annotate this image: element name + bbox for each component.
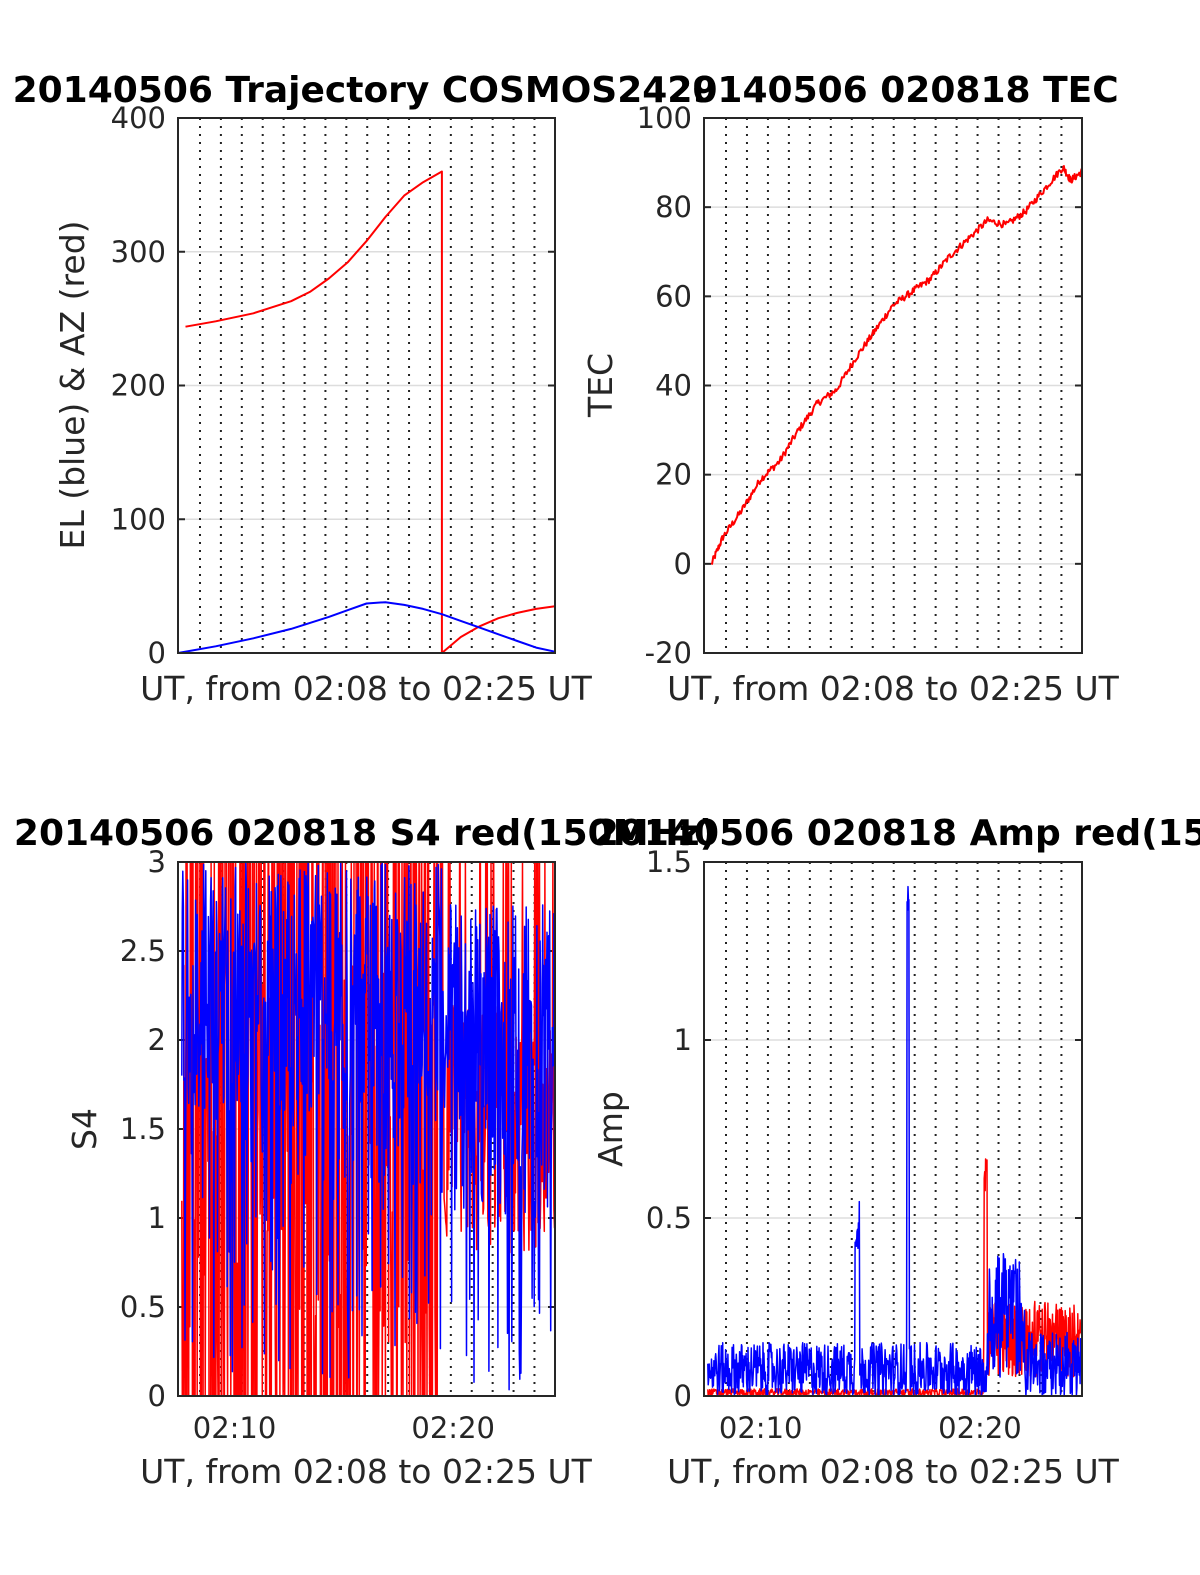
trajectory-ylabel: EL (blue) & AZ (red) (53, 220, 92, 549)
amp-xlabel: UT, from 02:08 to 02:25 UT (667, 1452, 1120, 1491)
tec-title: 20140506 020818 TEC (667, 70, 1118, 111)
y-tick-label: 0.5 (646, 1201, 692, 1235)
s4-ylabel: S4 (65, 1108, 104, 1150)
y-tick-label: 1 (674, 1023, 692, 1057)
y-tick-label: 80 (655, 190, 692, 224)
tec-series-line (710, 165, 1083, 565)
x-tick-label: 02:10 (719, 1411, 803, 1445)
y-tick-label: 0 (674, 1379, 692, 1413)
s4-blue-line (181, 861, 556, 1391)
y-tick-label: 40 (655, 369, 692, 403)
y-tick-label: 300 (111, 235, 166, 269)
y-tick-label: 100 (111, 502, 166, 536)
y-tick-label: 1.5 (646, 845, 692, 879)
y-tick-label: 3 (148, 845, 166, 879)
y-tick-label: 400 (111, 101, 166, 135)
amp-ylabel: Amp (591, 1091, 630, 1167)
y-tick-label: 0 (674, 547, 692, 581)
y-tick-label: -20 (645, 636, 692, 670)
trajectory-title: 20140506 Trajectory COSMOS2429 (13, 70, 718, 111)
trajectory-axes-frame (177, 117, 556, 654)
panel-amp: 0 0.5 1 1.5 02:10 02:20 20140506 020818 Amp … (591, 813, 1200, 1491)
s4-xlabel: UT, from 02:08 to 02:25 UT (140, 1452, 593, 1491)
y-tick-label: 60 (655, 279, 692, 313)
panel-tec: -20 0 20 40 60 80 100 20140506 020818 TEC UT, … (581, 70, 1120, 708)
blue-series-line (177, 601, 556, 654)
amp-blue-line (707, 885, 1083, 1397)
y-tick-label: 200 (111, 369, 166, 403)
s4-title: 20140506 020818 S4 red(150MHz) (14, 813, 716, 854)
amp-title: 20140506 020818 Amp red(150MHz) (594, 813, 1200, 854)
amp-axes-frame (703, 861, 1083, 1397)
x-tick-label: 02:20 (411, 1411, 495, 1445)
y-tick-label: 2.5 (120, 934, 166, 968)
panel-s4: 0 0.5 1 1.5 2 2.5 3 02:10 02:20 20140506 020818… (14, 813, 716, 1491)
red-series-line (185, 170, 556, 654)
y-tick-label: 20 (655, 458, 692, 492)
y-tick-label: 0 (148, 636, 166, 670)
s4-axes-frame (177, 861, 556, 1397)
x-tick-label: 02:10 (193, 1411, 277, 1445)
tec-xlabel: UT, from 02:08 to 02:25 UT (667, 669, 1120, 708)
tec-axes-frame (703, 117, 1083, 654)
y-tick-label: 100 (637, 101, 692, 135)
tec-ylabel: TEC (581, 353, 620, 418)
y-tick-label: 0.5 (120, 1290, 166, 1324)
y-tick-label: 2 (148, 1023, 166, 1057)
trajectory-xlabel: UT, from 02:08 to 02:25 UT (140, 669, 593, 708)
y-tick-label: 1 (148, 1201, 166, 1235)
y-tick-label: 1.5 (120, 1112, 166, 1146)
y-tick-label: 0 (148, 1379, 166, 1413)
x-tick-label: 02:20 (938, 1411, 1022, 1445)
